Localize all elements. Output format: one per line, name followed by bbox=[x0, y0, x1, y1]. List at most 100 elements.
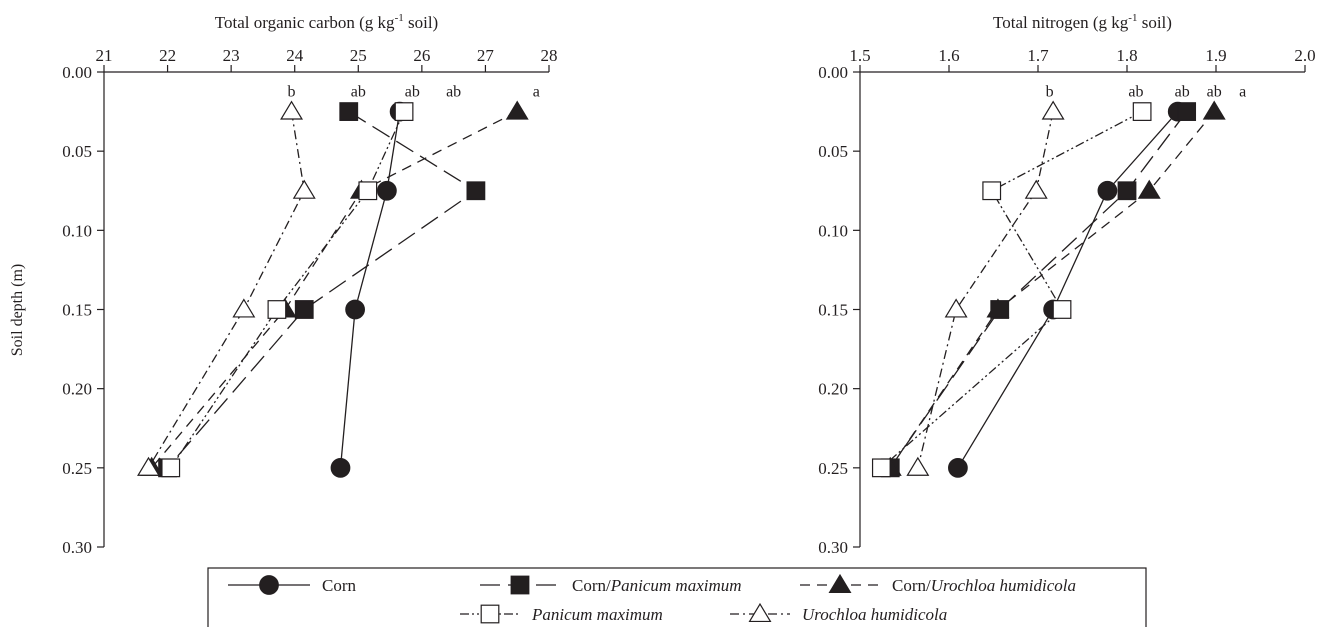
legend-item: Corn/Urochloa humidicola bbox=[800, 573, 1076, 595]
series-line bbox=[147, 111, 305, 469]
data-point bbox=[944, 298, 968, 318]
data-point bbox=[1097, 180, 1118, 201]
significance-label: ab bbox=[351, 84, 366, 101]
y-tick-label: 0.30 bbox=[62, 538, 92, 557]
significance-label: b bbox=[1046, 84, 1054, 101]
data-point bbox=[358, 181, 378, 201]
legend-label: Urochloa humidicola bbox=[802, 605, 947, 624]
x-tick-label: 1.9 bbox=[1205, 46, 1226, 65]
data-point bbox=[161, 458, 181, 478]
significance-label: ab bbox=[1175, 84, 1190, 101]
x-tick-label: 26 bbox=[413, 46, 430, 65]
y-tick-label: 0.25 bbox=[62, 459, 92, 478]
data-point bbox=[137, 456, 160, 476]
x-axis-title: Total nitrogen (g kg-1 soil) bbox=[993, 12, 1172, 32]
y-tick-label: 0.20 bbox=[818, 380, 848, 399]
legend-item: Corn bbox=[228, 575, 357, 595]
y-axis-title: Soil depth (m) bbox=[9, 264, 26, 356]
series-line bbox=[151, 111, 518, 469]
legend-label: Panicum maximum bbox=[531, 605, 663, 624]
significance-label: ab bbox=[405, 84, 420, 101]
significance-label: ab bbox=[446, 84, 461, 101]
significance-label: a bbox=[1239, 84, 1246, 101]
legend-item: Corn/Panicum maximum bbox=[480, 575, 742, 595]
x-tick-label: 27 bbox=[477, 46, 495, 65]
significance-label: a bbox=[533, 84, 540, 101]
y-tick-label: 0.25 bbox=[818, 459, 848, 478]
legend: Corn Corn/Panicum maximum Corn/Urochloa hu… bbox=[207, 567, 1147, 627]
y-tick-label: 0.15 bbox=[62, 301, 92, 320]
data-point bbox=[330, 457, 351, 478]
x-tick-label: 21 bbox=[96, 46, 113, 65]
y-tick-label: 0.15 bbox=[818, 301, 848, 320]
data-point bbox=[1041, 100, 1065, 120]
series-line bbox=[889, 111, 1188, 469]
x-tick-label: 1.8 bbox=[1116, 46, 1137, 65]
x-tick-label: 23 bbox=[223, 46, 240, 65]
legend-marker bbox=[748, 602, 772, 623]
data-point bbox=[871, 458, 891, 478]
data-point bbox=[345, 299, 365, 320]
data-point bbox=[1117, 181, 1137, 201]
series-line bbox=[957, 111, 1179, 469]
data-point bbox=[1024, 179, 1048, 199]
data-point bbox=[1177, 102, 1197, 121]
data-point bbox=[1132, 102, 1152, 121]
y-tick-label: 0.05 bbox=[818, 142, 848, 161]
series-line bbox=[889, 111, 1215, 469]
series-line bbox=[167, 111, 478, 469]
legend-marker bbox=[510, 575, 530, 595]
data-point bbox=[280, 100, 304, 120]
data-point bbox=[505, 100, 529, 120]
y-tick-label: 0.05 bbox=[62, 142, 92, 161]
x-tick-label: 1.7 bbox=[1027, 46, 1049, 65]
y-tick-label: 0.00 bbox=[62, 63, 92, 82]
legend-marker bbox=[480, 604, 500, 624]
legend-marker bbox=[828, 573, 852, 594]
data-point bbox=[294, 300, 314, 319]
legend-marker bbox=[259, 575, 279, 595]
data-point bbox=[986, 298, 1010, 318]
data-point bbox=[982, 181, 1002, 201]
legend-label: Corn bbox=[322, 576, 357, 595]
significance-label: ab bbox=[1128, 84, 1143, 101]
x-axis-title: Total organic carbon (g kg-1 soil) bbox=[215, 12, 438, 32]
data-point bbox=[339, 102, 359, 121]
data-point bbox=[906, 456, 930, 476]
data-point bbox=[948, 457, 968, 478]
data-point bbox=[1052, 300, 1072, 319]
x-tick-label: 24 bbox=[286, 46, 304, 65]
x-tick-label: 25 bbox=[350, 46, 367, 65]
legend-label: Corn/Panicum maximum bbox=[572, 576, 742, 595]
legend-item: Urochloa humidicola bbox=[730, 602, 947, 624]
series-line bbox=[917, 111, 1054, 468]
y-tick-label: 0.00 bbox=[818, 63, 848, 82]
significance-label: ab bbox=[1207, 84, 1222, 101]
chart-total-nitrogen: 1.5 1.6 1.7 1.8 1.9 2.0 0.00 0.05 0.10 0.15 0.20 0.… bbox=[818, 12, 1315, 557]
y-tick-label: 0.30 bbox=[818, 538, 848, 557]
data-point bbox=[232, 298, 256, 318]
data-point bbox=[1137, 179, 1161, 199]
chart-total-organic-carbon: 21 22 23 24 25 26 27 28 0.00 0.05 0.10 0.15 0.20 0.25… bbox=[62, 12, 557, 557]
data-point bbox=[394, 102, 414, 121]
x-tick-label: 28 bbox=[541, 46, 558, 65]
data-point bbox=[1202, 100, 1226, 120]
series-line bbox=[170, 111, 405, 469]
x-tick-label: 2.0 bbox=[1294, 46, 1315, 65]
significance-label: b bbox=[288, 84, 296, 101]
y-tick-label: 0.20 bbox=[62, 380, 92, 399]
legend-items: Corn Corn/Panicum maximum Corn/Urochloa hu… bbox=[228, 573, 1076, 624]
data-point bbox=[267, 300, 287, 319]
x-tick-label: 1.6 bbox=[938, 46, 959, 65]
data-point bbox=[292, 179, 316, 199]
x-tick-label: 1.5 bbox=[849, 46, 870, 65]
legend-box bbox=[207, 567, 1147, 627]
x-tick-label: 22 bbox=[159, 46, 176, 65]
data-point bbox=[466, 181, 486, 201]
legend-item: Panicum maximum bbox=[460, 604, 663, 624]
y-tick-label: 0.10 bbox=[62, 221, 92, 240]
legend-label: Corn/Urochloa humidicola bbox=[892, 576, 1076, 595]
data-point bbox=[377, 180, 397, 201]
series-line bbox=[880, 111, 1143, 469]
